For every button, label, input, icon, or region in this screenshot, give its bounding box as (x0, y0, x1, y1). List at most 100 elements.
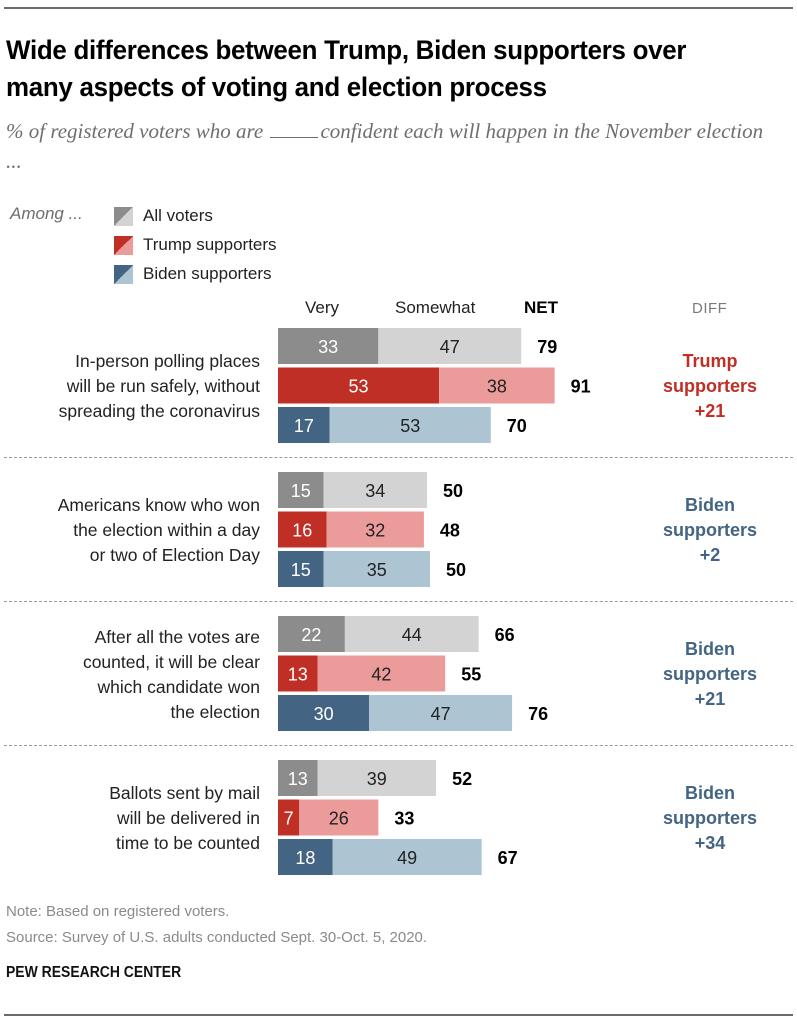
data-label-somewhat: 34 (365, 481, 385, 501)
group-label-line: counted, it will be clear (82, 651, 260, 672)
data-label-somewhat: 32 (365, 521, 385, 541)
group-label: In-person polling places will be run safe… (0, 349, 260, 424)
bar-very (278, 839, 333, 875)
bar-somewhat (378, 328, 522, 364)
data-label-very: 22 (301, 625, 321, 645)
group-label-line: After all the votes are (94, 626, 260, 647)
group-separator (4, 745, 793, 746)
bar-very (278, 695, 370, 731)
legend-item: Biden supporters (114, 262, 272, 286)
bar-very (278, 367, 440, 404)
data-label-net: 67 (498, 848, 518, 868)
data-label-net: 48 (440, 521, 460, 541)
subtitle-text: confident each will happen in the Novemb… (6, 119, 764, 173)
data-label-somewhat: 38 (487, 377, 507, 397)
data-label-net: 50 (446, 560, 466, 580)
diff-label-line: Biden (684, 638, 735, 659)
data-label-net: 33 (394, 809, 414, 829)
data-label-very: 30 (314, 704, 334, 724)
diff-label-line: Biden (684, 782, 735, 803)
data-label-net: 79 (537, 337, 557, 357)
subtitle-text: % of registered voters who are (6, 119, 269, 143)
legend-item: All voters (114, 204, 213, 228)
diff-label: Biden supporters +21 (630, 637, 790, 712)
data-label-very: 15 (291, 481, 311, 501)
bar-very (278, 616, 345, 652)
bar-somewhat (326, 511, 424, 548)
data-label-net: 70 (507, 416, 527, 436)
data-label-somewhat: 47 (440, 337, 460, 357)
source-note: Source: Survey of U.S. adults conducted … (6, 929, 428, 946)
bar-very (278, 799, 300, 836)
bar-somewhat (369, 695, 513, 731)
group-label-line: the election within a day (73, 520, 260, 540)
bar-very (278, 472, 324, 508)
bar-very (278, 551, 324, 587)
diff-label-line: Trump (682, 350, 738, 371)
bar-somewhat (323, 551, 430, 587)
data-label-net: 55 (461, 665, 481, 685)
group-label-line: will be run safely, without (66, 376, 260, 396)
group-separator (4, 457, 793, 458)
data-label-somewhat: 26 (329, 809, 349, 829)
legend-label: Trump supporters (143, 235, 277, 254)
group-label: After all the votes are counted, it will … (0, 625, 260, 725)
data-label-net: 52 (452, 769, 472, 789)
data-label-net: 91 (571, 377, 591, 397)
bar-somewhat (299, 799, 379, 836)
data-label-net: 66 (495, 625, 515, 645)
bar-somewhat (317, 655, 446, 692)
legend-label: Biden supporters (143, 264, 272, 283)
data-label-somewhat: 47 (431, 704, 451, 724)
data-label-somewhat: 39 (367, 769, 387, 789)
top-rule (4, 7, 793, 9)
bar-somewhat (329, 407, 491, 443)
legend-item: Trump supporters (114, 233, 277, 257)
bar-somewhat (323, 472, 427, 508)
chart-subtitle: % of registered voters who are confident… (6, 116, 766, 176)
bar-somewhat (317, 760, 437, 796)
bar-somewhat (332, 839, 482, 875)
data-label-net: 76 (528, 704, 548, 724)
group-label-line: which candidate won (97, 676, 260, 697)
column-header-diff: DIFF (692, 300, 728, 317)
column-header-very: Very (305, 298, 340, 317)
subtitle-blank (270, 137, 319, 138)
data-label-very: 18 (295, 848, 315, 868)
bar-very (278, 655, 318, 692)
data-label-very: 7 (284, 809, 294, 829)
legend-swatch (114, 264, 133, 284)
legend-swatch (114, 235, 133, 255)
bar-very (278, 407, 330, 443)
diff-label: Trump supporters +21 (630, 349, 790, 424)
group-label-line: Ballots sent by mail (109, 783, 260, 803)
data-label-somewhat: 53 (400, 416, 420, 436)
data-label-very: 13 (288, 665, 308, 685)
data-label-somewhat: 35 (367, 560, 387, 580)
brand-logo-text: PEW RESEARCH CENTER (6, 964, 182, 981)
diff-label-line: +34 (694, 832, 726, 853)
data-label-very: 13 (288, 769, 308, 789)
bar-very (278, 328, 379, 364)
group-separator (4, 601, 793, 602)
bar-very (278, 511, 327, 548)
diff-label-line: supporters (662, 663, 758, 684)
diff-label-line: supporters (662, 375, 758, 396)
data-label-somewhat: 49 (397, 848, 417, 868)
data-label-very: 15 (291, 560, 311, 580)
column-header-net: NET (524, 298, 558, 317)
diff-label-line: supporters (662, 807, 758, 828)
group-label-line: time to be counted (116, 833, 260, 853)
data-label-very: 17 (294, 416, 314, 436)
footnote: Note: Based on registered voters. (6, 903, 230, 920)
group-label-line: In-person polling places (75, 351, 260, 371)
group-label: Ballots sent by mail will be delivered in… (0, 781, 260, 856)
data-label-somewhat: 44 (402, 625, 422, 645)
bar-very (278, 760, 318, 796)
group-label-line: the election (170, 701, 260, 722)
data-label-very: 33 (318, 337, 338, 357)
diff-label-line: +21 (694, 400, 726, 421)
group-label-line: or two of Election Day (89, 545, 260, 565)
diff-label: Biden supporters +34 (630, 781, 790, 856)
